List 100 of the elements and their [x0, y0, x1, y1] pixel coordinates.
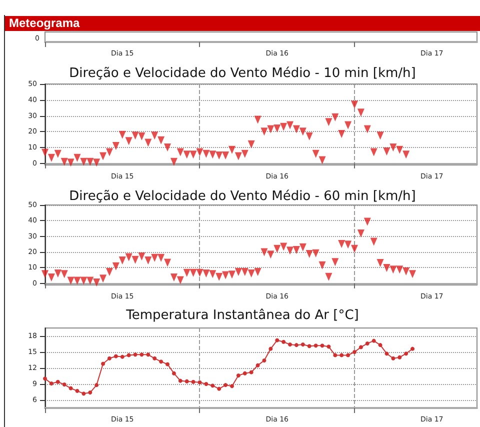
point	[370, 238, 378, 246]
point	[262, 358, 266, 363]
point	[54, 150, 62, 158]
point	[378, 343, 382, 348]
point	[74, 276, 81, 285]
point	[364, 218, 371, 226]
point	[320, 344, 324, 348]
point	[357, 230, 364, 238]
point	[140, 352, 144, 357]
point	[228, 146, 236, 154]
point	[166, 362, 170, 366]
point	[152, 356, 157, 360]
point	[306, 250, 313, 258]
point	[60, 158, 68, 166]
point	[82, 392, 86, 396]
point	[410, 346, 415, 351]
point	[292, 125, 300, 134]
point	[292, 246, 300, 254]
point	[170, 273, 178, 282]
point	[159, 360, 164, 364]
point	[332, 113, 339, 122]
point	[390, 266, 397, 274]
point	[42, 270, 48, 278]
point	[125, 253, 132, 262]
point	[332, 258, 339, 266]
point	[404, 352, 408, 356]
point	[86, 158, 94, 166]
chart-title: Temperatura Instantânea do Ar [°C]	[125, 308, 359, 323]
point	[222, 151, 230, 160]
point	[268, 346, 273, 351]
point	[210, 384, 215, 388]
point	[372, 338, 376, 343]
point	[178, 378, 182, 383]
point	[234, 152, 242, 160]
point	[120, 354, 124, 359]
point	[68, 386, 73, 390]
point	[314, 344, 318, 348]
point	[275, 338, 280, 342]
point	[49, 381, 54, 386]
point	[396, 146, 404, 154]
point	[402, 267, 410, 276]
point	[286, 246, 294, 255]
point	[249, 370, 254, 374]
point	[118, 130, 126, 139]
point	[112, 142, 120, 150]
point	[191, 380, 196, 384]
point	[67, 276, 74, 285]
point	[190, 150, 197, 159]
point	[344, 121, 352, 130]
point	[217, 386, 222, 391]
point	[346, 353, 350, 358]
point	[176, 148, 184, 156]
point	[56, 380, 60, 384]
point	[384, 352, 389, 356]
point	[86, 276, 94, 285]
point	[114, 354, 118, 358]
point	[391, 356, 396, 360]
point	[126, 353, 131, 358]
point	[307, 344, 312, 348]
point	[216, 272, 223, 281]
point	[318, 156, 326, 164]
point	[241, 150, 248, 158]
point	[344, 240, 352, 249]
point	[42, 148, 48, 157]
point	[376, 132, 384, 140]
point	[241, 268, 248, 276]
point	[48, 154, 55, 162]
point	[54, 270, 62, 278]
point	[172, 371, 176, 376]
point	[267, 125, 274, 134]
point	[93, 158, 100, 167]
point	[75, 388, 80, 393]
point	[80, 158, 88, 166]
point	[88, 390, 92, 395]
point	[333, 353, 338, 358]
point	[267, 250, 274, 259]
point	[376, 259, 384, 268]
point	[158, 254, 165, 262]
point	[184, 379, 189, 384]
point	[294, 343, 298, 348]
point	[318, 261, 326, 270]
point	[222, 271, 230, 280]
point	[164, 144, 172, 152]
point	[100, 152, 107, 160]
text: Meteograma	[5, 16, 480, 31]
point	[254, 268, 262, 276]
point	[350, 100, 358, 109]
point	[338, 130, 346, 138]
point	[94, 383, 99, 388]
point	[306, 132, 313, 140]
point	[202, 270, 210, 278]
point	[132, 256, 139, 264]
point	[132, 132, 139, 140]
point	[125, 137, 132, 146]
point	[209, 270, 216, 278]
point	[107, 356, 112, 360]
point	[48, 273, 55, 282]
point	[299, 243, 306, 252]
point	[370, 148, 378, 156]
point	[260, 128, 268, 136]
